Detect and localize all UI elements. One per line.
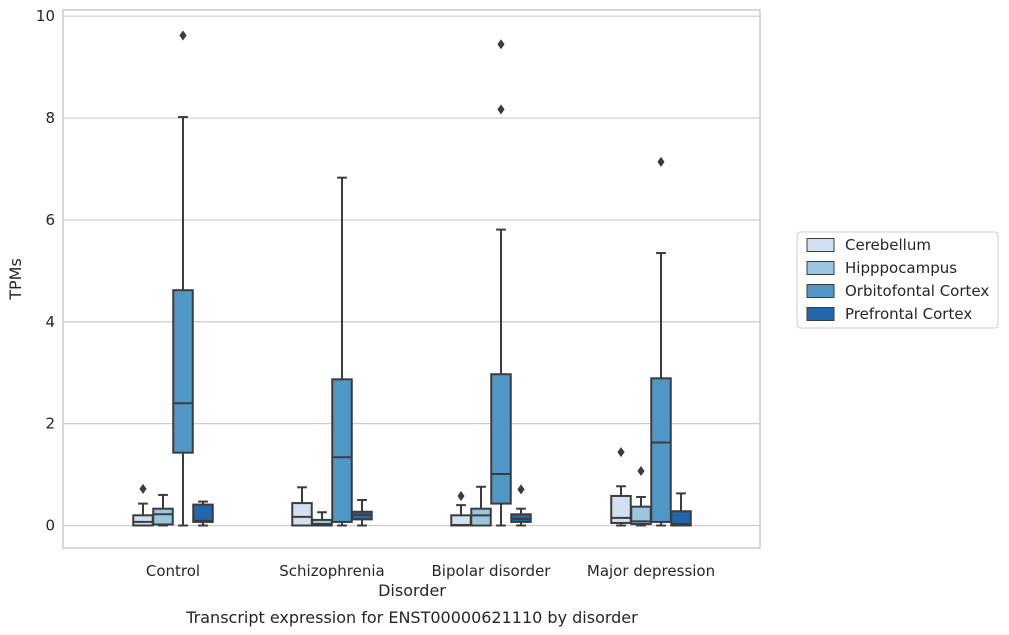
flier-point [517,484,525,495]
legend-frame [796,231,999,329]
y-tick-label: 4 [45,313,55,331]
box-iqr [650,377,672,523]
box-group [331,176,353,527]
x-tick-label: Bipolar disorder [432,562,552,580]
flier-point [657,156,665,167]
y-tick-label: 6 [45,211,55,229]
flier-point [637,466,645,477]
box-group [630,466,652,527]
box-group [311,511,333,527]
legend-label: Cerebellum [845,236,931,254]
box-group [132,483,154,527]
legend-swatch [806,238,835,252]
box-group [610,447,632,527]
y-tick-labels: 0 2 4 6 8 10 [36,7,55,534]
box-group [490,39,512,527]
box-iqr [192,503,214,523]
x-axis-title: Disorder [378,581,446,600]
box-iqr [610,494,632,524]
y-axis-title: TPMs [6,258,25,301]
x-tick-label: Schizophrenia [279,562,384,580]
box-iqr [470,507,492,527]
legend-label: Prefrontal Cortex [845,305,972,323]
box-group [450,490,472,527]
x-tick-label: Control [146,562,200,580]
box-iqr [291,502,313,527]
y-tick-label: 0 [45,517,55,535]
box-iqr [450,514,472,527]
box-iqr [490,373,512,505]
y-tick-label: 10 [36,7,55,25]
box-group [152,493,174,527]
box-iqr [331,378,353,523]
legend-swatch [806,261,835,275]
flier-point [497,104,505,115]
box-group [351,499,373,527]
box-iqr [132,514,154,527]
legend-swatch [806,307,835,321]
x-tick-labels: Control Schizophrenia Bipolar disorder Majo… [146,562,715,580]
box-group [650,156,672,527]
box-group [291,486,313,527]
flier-point [139,483,147,494]
flier-point [179,30,187,41]
box-group [192,500,214,527]
legend-label: Orbitofontal Cortex [845,282,989,300]
y-tick-label: 2 [45,415,55,433]
box-group [670,492,692,527]
box-iqr [670,510,692,527]
box-group [510,484,532,527]
chart-caption: Transcript expression for ENST0000062111… [185,608,638,627]
legend-swatch [806,284,835,298]
legend: Cerebellum Hipppocampus Orbitofontal Corte… [796,231,999,329]
box-iqr [152,507,174,526]
legend-label: Hipppocampus [845,259,957,277]
box-group [470,485,492,527]
flier-point [617,447,625,458]
box-iqr [172,289,194,454]
plot-frame [62,9,761,549]
flier-point [457,490,465,501]
box-groups [132,30,692,527]
box-group [172,30,194,527]
flier-point [497,39,505,50]
y-tick-label: 8 [45,109,55,127]
x-tick-label: Major depression [587,562,715,580]
